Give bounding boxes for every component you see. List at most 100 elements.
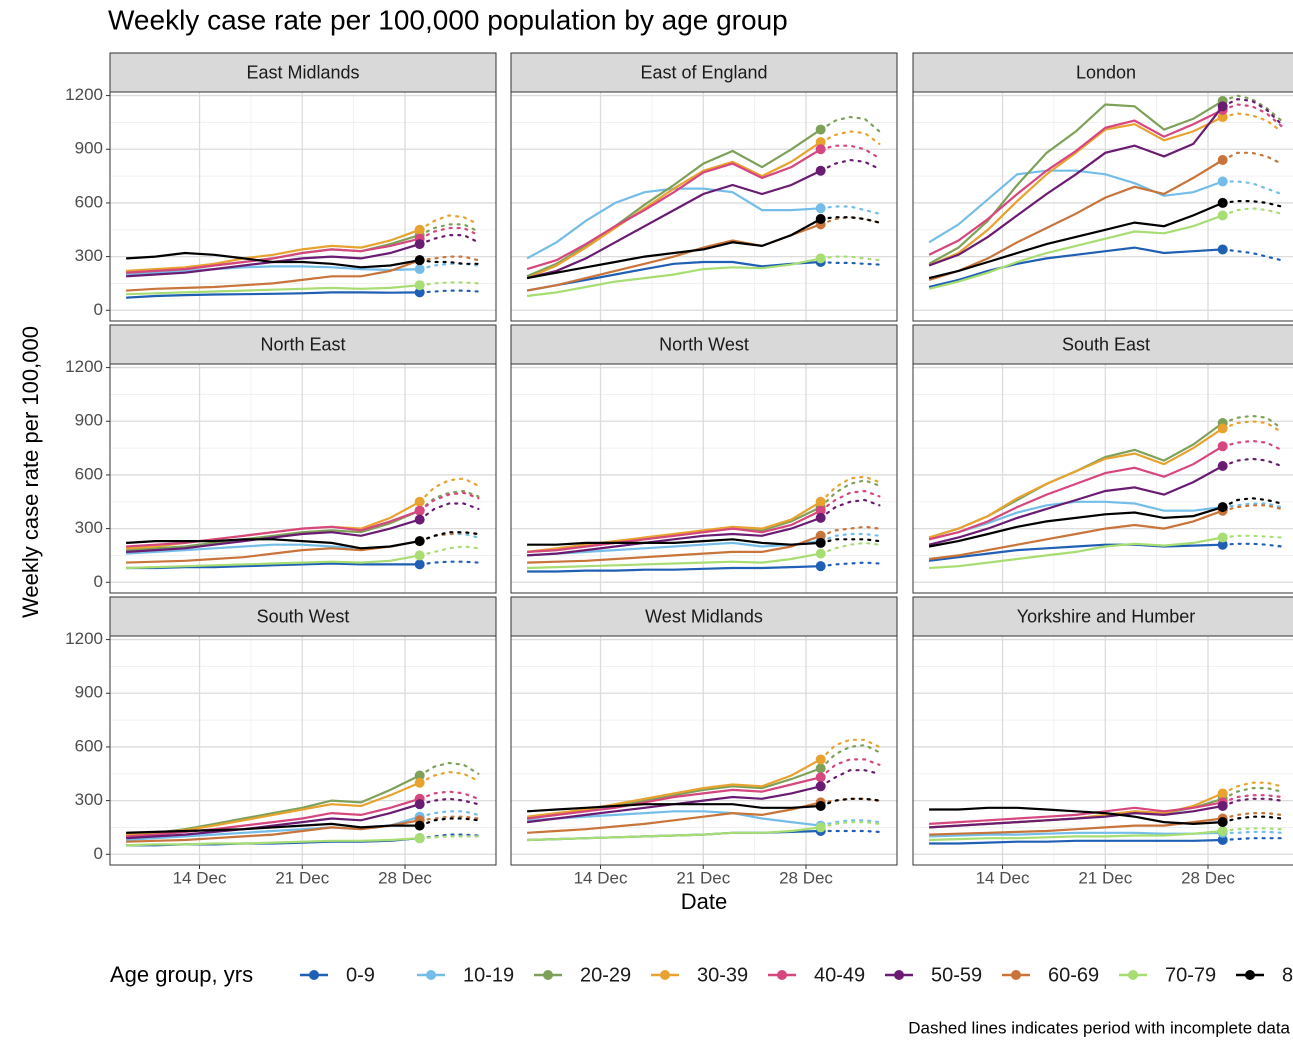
panel-bg — [110, 636, 496, 865]
panel-bg — [110, 92, 496, 321]
point — [815, 754, 826, 765]
line-solid — [527, 538, 821, 546]
panel-border — [109, 363, 497, 594]
line-incomplete — [418, 790, 480, 800]
point — [414, 820, 425, 831]
point — [1217, 539, 1228, 550]
line-incomplete — [819, 541, 881, 555]
x-tick-label: 14 Dec — [574, 868, 628, 887]
point — [414, 239, 425, 250]
panel-title: West Midlands — [645, 606, 763, 626]
point — [815, 561, 826, 572]
x-tick-label: 28 Dec — [779, 868, 833, 887]
point — [414, 770, 425, 781]
point — [414, 224, 425, 235]
line-solid — [928, 105, 1224, 267]
chart-title: Weekly case rate per 100,000 population … — [108, 4, 788, 35]
series-group — [526, 738, 881, 842]
legend-key-dot — [777, 970, 787, 980]
line-solid — [928, 201, 1224, 280]
line-incomplete — [418, 259, 480, 265]
line-solid — [526, 500, 822, 553]
point — [1217, 502, 1228, 513]
y-tick-label: 600 — [75, 736, 103, 755]
series-group — [929, 781, 1283, 845]
point — [815, 537, 826, 548]
panel-title: East of England — [640, 62, 767, 82]
line-incomplete — [1221, 420, 1283, 434]
line-incomplete — [1221, 94, 1283, 122]
line-incomplete — [819, 769, 881, 788]
line-solid — [526, 260, 821, 292]
panel — [110, 92, 496, 321]
x-tick-label: 21 Dec — [275, 868, 329, 887]
legend-key-dot — [309, 970, 319, 980]
line-incomplete — [1221, 497, 1283, 509]
line-solid — [527, 565, 821, 573]
panel-bg — [511, 364, 897, 593]
line-solid — [126, 291, 420, 299]
line-solid — [928, 465, 1224, 546]
panel-title: South West — [257, 606, 350, 626]
panel — [110, 636, 496, 865]
line-incomplete — [418, 835, 480, 840]
line-solid — [126, 509, 421, 548]
point — [1217, 826, 1228, 837]
series-group — [526, 115, 881, 298]
point — [1217, 834, 1228, 845]
y-tick-label: 900 — [75, 139, 103, 158]
x-tick-label: 21 Dec — [676, 868, 730, 887]
x-axis-label: Date — [681, 889, 727, 914]
panel-title: East Midlands — [246, 62, 359, 82]
point — [414, 799, 425, 810]
point — [414, 505, 425, 516]
strip — [109, 596, 497, 637]
line-solid — [526, 128, 822, 278]
point — [414, 496, 425, 507]
point — [1217, 210, 1228, 221]
panel-title: North West — [659, 334, 749, 354]
x-tick-label: 28 Dec — [1181, 868, 1235, 887]
line-incomplete — [819, 144, 881, 160]
y-tick-label: 900 — [75, 683, 103, 702]
y-tick-label: 0 — [94, 572, 103, 591]
y-axis-label: Weekly case rate per 100,000 — [18, 326, 43, 618]
series-group — [126, 477, 480, 570]
series-group — [526, 475, 881, 573]
line-solid — [126, 284, 420, 296]
point — [815, 512, 826, 523]
line-incomplete — [418, 531, 480, 543]
y-tick-label: 0 — [94, 300, 103, 319]
panel-bg — [913, 92, 1293, 321]
panel-title: Yorkshire and Humber — [1017, 606, 1195, 626]
y-tick-label: 600 — [75, 192, 103, 211]
legend-label: 40-49 — [814, 964, 865, 986]
line-solid — [928, 500, 1223, 541]
line-solid — [527, 534, 822, 564]
note: Dashed lines indicates period with incom… — [908, 1018, 1290, 1037]
panel-title: London — [1076, 62, 1136, 82]
line-solid — [527, 803, 821, 813]
line-incomplete — [1221, 830, 1283, 834]
line-solid — [126, 819, 420, 843]
line-incomplete — [819, 260, 881, 266]
series-group — [126, 761, 480, 847]
panel-border — [510, 635, 898, 866]
line-incomplete — [1221, 151, 1283, 165]
panel — [913, 92, 1293, 321]
panel-bg — [913, 364, 1293, 593]
panel — [511, 92, 897, 321]
line-incomplete — [418, 477, 480, 503]
legend-label: 60-69 — [1048, 964, 1099, 986]
line-solid — [126, 509, 421, 552]
line-incomplete — [1221, 534, 1283, 539]
line-incomplete — [1221, 103, 1283, 128]
point — [815, 496, 826, 507]
point — [815, 124, 826, 135]
line-solid — [527, 509, 822, 553]
line-solid — [126, 837, 420, 847]
legend-label: 0-9 — [346, 964, 375, 986]
panel — [913, 636, 1293, 865]
x-tick-label: 14 Dec — [976, 868, 1030, 887]
series-group — [126, 214, 480, 299]
